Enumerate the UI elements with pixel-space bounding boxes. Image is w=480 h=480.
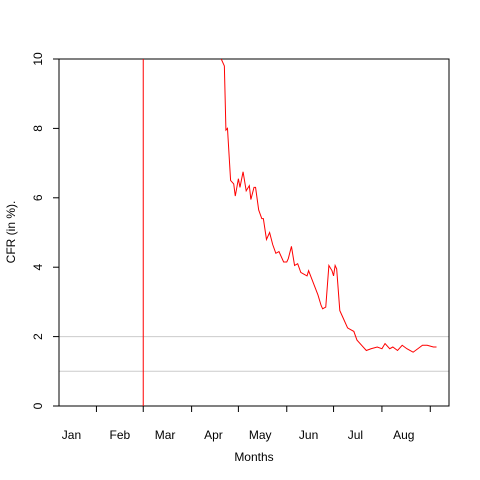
y-tick-label: 10 <box>31 52 45 66</box>
x-axis-label: Months <box>234 450 273 464</box>
y-tick-label: 0 <box>31 402 45 409</box>
data-line <box>142 59 437 406</box>
y-tick-label: 8 <box>31 125 45 132</box>
x-tick-label: Mar <box>155 428 176 442</box>
x-tick-label: Jul <box>348 428 363 442</box>
y-tick-label: 2 <box>31 333 45 340</box>
x-tick-label: Aug <box>393 428 414 442</box>
y-tick-label: 6 <box>31 194 45 201</box>
y-axis-label: CFR (in %). <box>4 201 18 264</box>
x-tick-label: Apr <box>204 428 223 442</box>
y-tick-label: 4 <box>31 264 45 271</box>
x-tick-label: Jun <box>299 428 318 442</box>
plot-frame <box>58 58 450 407</box>
x-tick-label: Jan <box>62 428 81 442</box>
x-tick-label: May <box>249 428 272 442</box>
x-tick-label: Feb <box>109 428 130 442</box>
